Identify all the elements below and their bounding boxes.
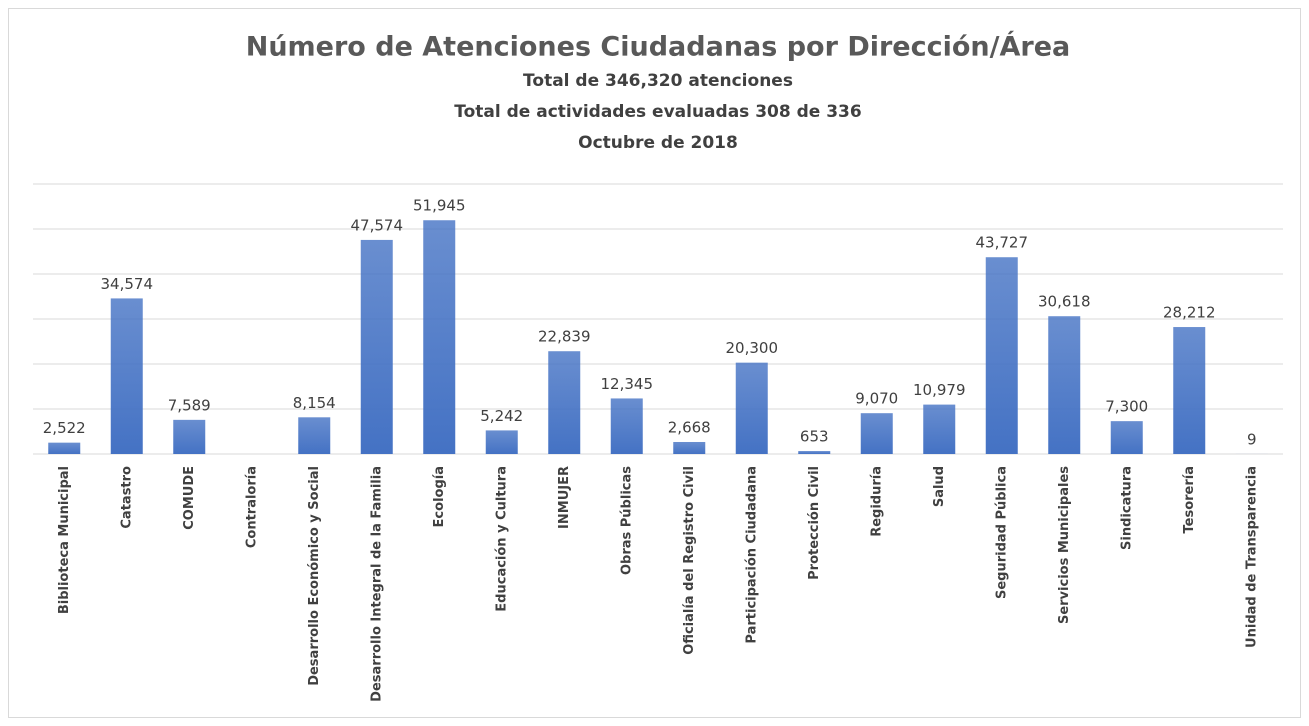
data-label: 653 [800, 428, 829, 446]
data-label: 2,522 [43, 419, 86, 437]
bar [360, 239, 393, 454]
x-tick-label: Servicios Municipales [1057, 466, 1072, 624]
data-label: 9,070 [855, 390, 898, 408]
bar [985, 257, 1018, 454]
data-label: 34,574 [101, 275, 154, 293]
data-label: 5,242 [480, 407, 523, 425]
x-tick-label: Oficialía del Registro Civil [682, 466, 697, 655]
data-label: 30,618 [1038, 293, 1091, 311]
x-tick-label: Seguridad Pública [994, 466, 1009, 599]
bar [735, 362, 768, 454]
data-label: 8,154 [293, 394, 336, 412]
bar [1110, 421, 1143, 454]
x-tick-label: Obras Públicas [619, 466, 634, 575]
bar [798, 451, 831, 454]
data-label: 7,300 [1105, 398, 1148, 416]
bar [673, 441, 706, 454]
x-tick-label: Participación Ciudadana [744, 466, 759, 644]
data-label: 43,727 [976, 234, 1029, 252]
x-tick-label: INMUJER [557, 466, 572, 529]
x-tick-label: Tesorería [1182, 466, 1197, 534]
data-label: 28,212 [1163, 304, 1216, 322]
x-tick-label: Salud [932, 466, 947, 507]
data-label: 51,945 [413, 197, 466, 215]
x-tick-label: Desarrollo Integral de la Familia [369, 466, 384, 702]
x-tick-label: Contraloría [244, 466, 259, 548]
x-tick-label: Protección Civil [807, 466, 822, 580]
bar [110, 298, 143, 454]
chart-subtitle: Octubre de 2018 [578, 133, 738, 153]
data-label: 47,574 [351, 216, 404, 234]
chart-subtitle: Total de 346,320 atenciones [523, 71, 793, 91]
x-tick-label: Ecología [432, 466, 447, 527]
bar [860, 413, 893, 454]
bar [1173, 327, 1206, 454]
chart-title: Número de Atenciones Ciudadanas por Dire… [246, 31, 1071, 63]
bar [485, 430, 518, 454]
data-label: 20,300 [726, 339, 779, 357]
bar [1048, 316, 1081, 454]
data-label: 7,589 [168, 396, 211, 414]
data-label: 12,345 [601, 375, 654, 393]
data-label: 9 [1247, 430, 1257, 448]
x-tick-label: Regiduría [869, 466, 884, 537]
bar [173, 419, 206, 454]
chart-border [8, 8, 1301, 718]
bar [48, 442, 81, 454]
x-tick-label: Unidad de Transparencia [1244, 466, 1259, 648]
chart-subtitle: Total de actividades evaluadas 308 de 33… [454, 102, 861, 122]
bar [548, 351, 581, 454]
bar [610, 398, 643, 454]
bar [923, 404, 956, 454]
x-tick-label: Catastro [119, 466, 134, 529]
bar [298, 417, 331, 454]
data-label: 22,839 [538, 328, 591, 346]
x-tick-label: COMUDE [182, 466, 197, 530]
x-tick-label: Biblioteca Municipal [57, 466, 72, 614]
x-tick-label: Sindicatura [1119, 466, 1134, 550]
data-label: 10,979 [913, 381, 966, 399]
data-label: 2,668 [668, 418, 711, 436]
x-tick-label: Desarrollo Económico y Social [307, 466, 322, 686]
x-tick-label: Educación y Cultura [494, 466, 509, 612]
bar [423, 220, 456, 454]
